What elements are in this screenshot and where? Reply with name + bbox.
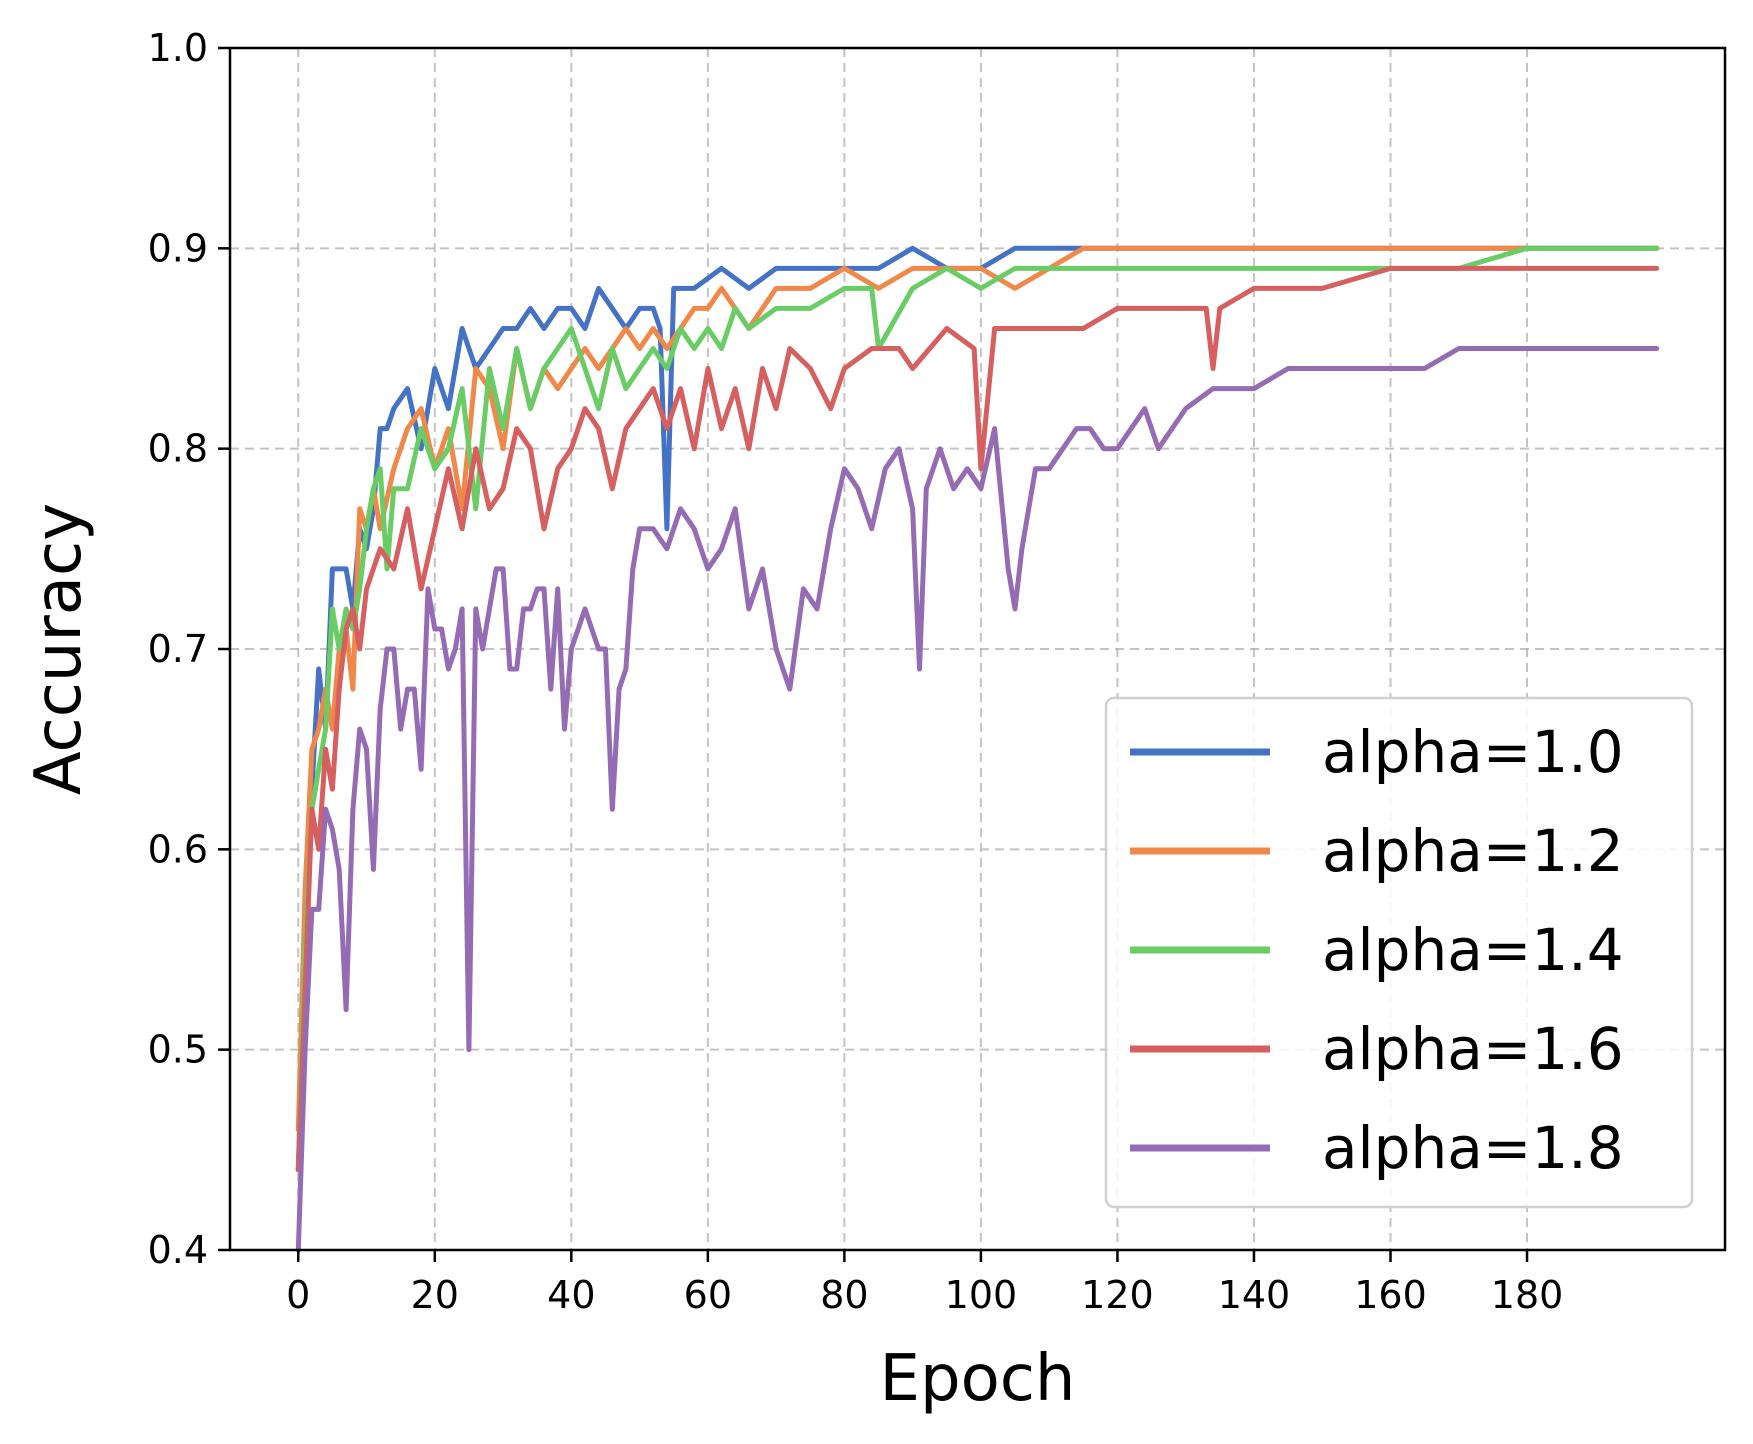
- series-line-4: [295, 346, 1660, 1253]
- y-axis-title: Accuracy: [22, 503, 96, 795]
- legend-label: alpha=1.6: [1322, 1015, 1624, 1083]
- x-tick-label: 120: [1081, 1273, 1154, 1317]
- x-tick-label: 160: [1354, 1273, 1427, 1317]
- x-tick-label: 0: [286, 1273, 310, 1317]
- series-lines: [295, 245, 1660, 1253]
- legend-label: alpha=1.2: [1322, 817, 1624, 885]
- legend: alpha=1.0 alpha=1.2 alpha=1.4 alpha=1.6 alph…: [1104, 696, 1694, 1209]
- y-tick-label: 0.5: [148, 1028, 208, 1072]
- x-tick-label: 40: [547, 1273, 595, 1317]
- x-axis-title: Epoch: [880, 1342, 1076, 1416]
- x-tick-label: 100: [945, 1273, 1018, 1317]
- x-tick-label: 60: [684, 1273, 732, 1317]
- legend-label: alpha=1.0: [1322, 718, 1624, 786]
- x-tick-label: 20: [411, 1273, 459, 1317]
- x-tick-label: 180: [1491, 1273, 1564, 1317]
- y-tick-label: 0.7: [148, 627, 208, 671]
- y-tick-label: 0.4: [148, 1228, 208, 1272]
- axis-ticks: 0 20 40 60 80 100 120 140 160 180 0.4 0.5 0.6 0.7 0.8 0…: [148, 26, 1564, 1317]
- y-tick-label: 0.8: [148, 427, 208, 471]
- y-tick-label: 1.0: [148, 26, 208, 70]
- y-tick-label: 0.6: [148, 827, 208, 871]
- y-tick-label: 0.9: [148, 226, 208, 270]
- legend-label: alpha=1.8: [1322, 1114, 1624, 1182]
- series-line-2: [295, 245, 1660, 1173]
- x-tick-label: 140: [1218, 1273, 1291, 1317]
- legend-box: [1104, 696, 1694, 1209]
- series-line-3: [295, 265, 1660, 1173]
- x-tick-label: 80: [820, 1273, 868, 1317]
- legend-label: alpha=1.4: [1322, 916, 1624, 984]
